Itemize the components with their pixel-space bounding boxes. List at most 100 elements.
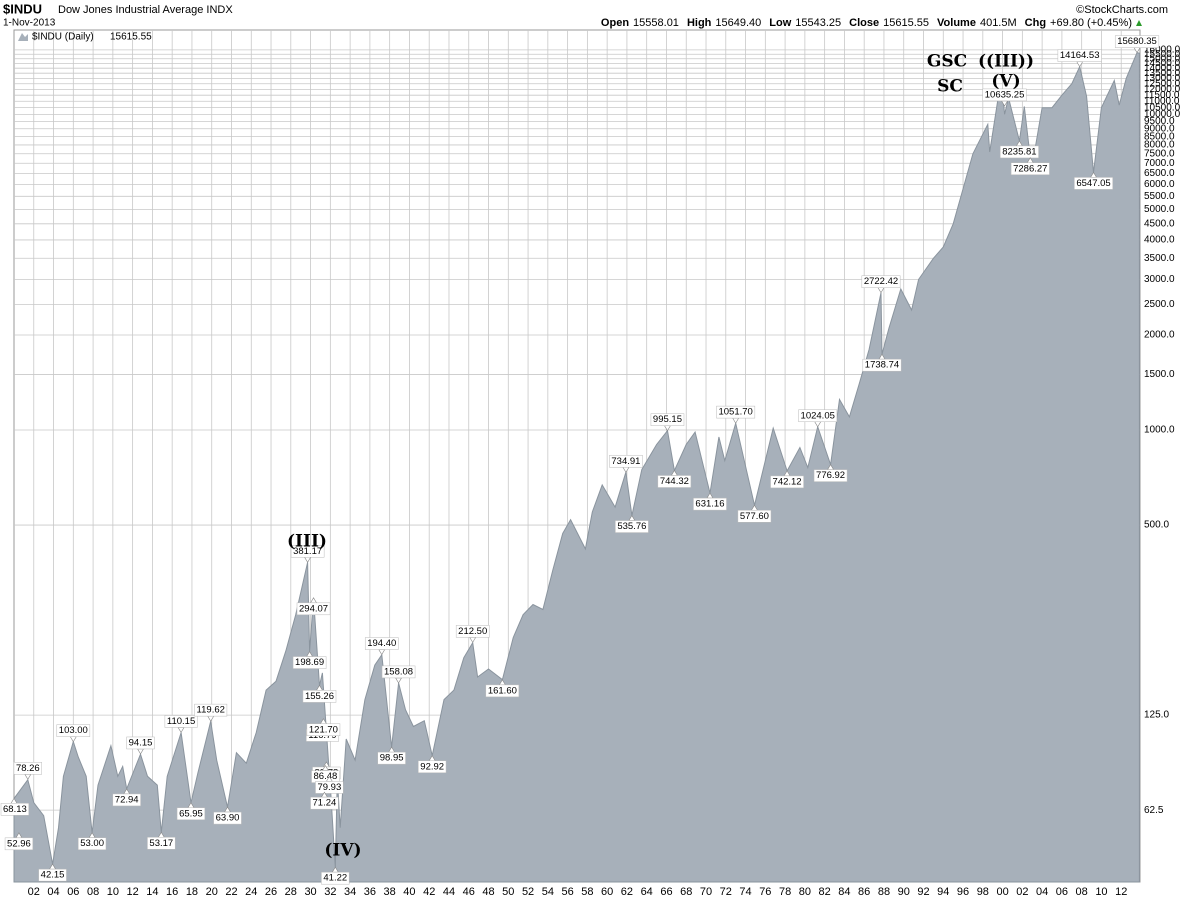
y-tick-label: 16000.0 [1144, 45, 1181, 56]
label-box [296, 602, 331, 616]
x-tick-label: 34 [344, 886, 356, 898]
label-box [56, 724, 91, 737]
label-box [194, 703, 228, 717]
x-tick-label: 78 [779, 886, 791, 898]
data-label: 79.93 [317, 782, 341, 793]
label-box [302, 690, 337, 703]
data-label: 65.95 [179, 808, 203, 819]
y-tick-label: 4500.0 [1144, 218, 1175, 229]
x-tick-label: 16 [166, 886, 178, 898]
data-label: 7286.27 [1013, 163, 1047, 174]
y-tick-label: 9000.0 [1144, 123, 1175, 134]
label-box [999, 145, 1039, 159]
x-tick-label: 72 [720, 886, 732, 898]
symbol: $INDU [3, 1, 42, 16]
data-label: 6547.05 [1076, 178, 1110, 189]
y-tick-label: 13500.0 [1144, 68, 1181, 79]
label-box [364, 637, 399, 650]
data-label: 63.90 [216, 813, 240, 824]
data-label: 53.17 [149, 838, 173, 849]
x-tick-label: 12 [1115, 886, 1127, 898]
x-tick-label: 14 [146, 886, 158, 898]
label-box [650, 413, 685, 426]
x-tick-label: 90 [898, 886, 910, 898]
data-label: 198.69 [295, 657, 324, 668]
quote-value: 15649.40 [715, 17, 761, 29]
label-box [77, 837, 107, 850]
x-tick-label: 36 [364, 886, 376, 898]
y-tick-label: 12500.0 [1144, 78, 1181, 89]
label-box [290, 544, 325, 558]
x-tick-label: 94 [937, 886, 949, 898]
x-tick-label: 20 [206, 886, 218, 898]
x-tick-label: 08 [87, 886, 99, 898]
x-tick-label: 26 [265, 886, 277, 898]
y-tick-label: 1000.0 [1144, 425, 1175, 436]
data-label: 744.32 [660, 476, 689, 487]
y-tick-label: 4000.0 [1144, 235, 1175, 246]
x-tick-label: 58 [581, 886, 593, 898]
label-box [1010, 162, 1050, 175]
x-tick-label: 24 [245, 886, 257, 898]
x-tick-label: 80 [799, 886, 811, 898]
data-label: 294.07 [299, 603, 328, 614]
data-label: 1738.74 [865, 360, 899, 371]
x-tick-label: 30 [304, 886, 316, 898]
data-label: 194.40 [367, 638, 396, 649]
y-tick-label: 15500.0 [1144, 49, 1181, 60]
label-box [377, 751, 406, 765]
x-tick-label: 64 [641, 886, 653, 898]
x-tick-label: 02 [1016, 886, 1028, 898]
data-label: 155.26 [305, 691, 334, 702]
data-label: 535.76 [617, 521, 646, 532]
x-tick-label: 66 [660, 886, 672, 898]
label-box [292, 656, 327, 669]
date: 1-Nov-2013 [3, 18, 56, 29]
y-tick-label: 14000.0 [1144, 63, 1181, 74]
y-tick-label: 14500.0 [1144, 58, 1181, 69]
legend-value: 15615.55 [110, 32, 152, 43]
x-tick-label: 50 [502, 886, 514, 898]
quote-label: Low [769, 17, 791, 29]
label-box [1114, 35, 1160, 48]
data-label: 8235.81 [1002, 146, 1036, 157]
label-box [798, 409, 838, 423]
y-tick-label: 11000.0 [1144, 96, 1180, 107]
x-tick-label: 76 [759, 886, 771, 898]
quote-value: +69.80 (+0.45%) [1050, 17, 1132, 29]
x-tick-label: 12 [127, 886, 139, 898]
y-tick-label: 13000.0 [1144, 73, 1181, 84]
legend: $INDU (Daily) 15615.55 [18, 32, 152, 43]
label-box [13, 762, 42, 775]
x-tick-label: 92 [917, 886, 929, 898]
label-box [609, 454, 643, 468]
x-tick-label: 54 [542, 886, 554, 898]
data-label: 734.91 [611, 456, 640, 467]
label-box [615, 520, 649, 533]
quote-value: 15558.01 [633, 17, 679, 29]
data-label: 53.00 [80, 838, 104, 849]
x-tick-label: 70 [700, 886, 712, 898]
label-box [1057, 49, 1102, 62]
x-tick-label: 84 [838, 886, 850, 898]
wave-label: (V) [991, 72, 1020, 92]
label-box [213, 811, 242, 825]
quote-label: Chg [1025, 17, 1046, 29]
label-box [147, 837, 176, 850]
y-tick-label: 8000.0 [1144, 140, 1175, 151]
x-tick-label: 18 [186, 886, 198, 898]
data-label: 2722.42 [864, 276, 898, 287]
x-tick-label: 40 [403, 886, 415, 898]
y-tick-label: 8500.0 [1144, 131, 1175, 142]
annotations: 68.13 78.26 52.96 42.15 103.00 53.00 72.94 94.1… [0, 35, 1160, 885]
label-box [321, 871, 350, 885]
data-label: 98.95 [380, 753, 404, 764]
x-tick-label: 60 [601, 886, 613, 898]
x-tick-label: 82 [819, 886, 831, 898]
x-tick-label: 56 [561, 886, 573, 898]
x-tick-label: 04 [1036, 886, 1048, 898]
x-tick-label: 96 [957, 886, 969, 898]
data-label: 995.15 [653, 414, 682, 425]
up-arrow [1136, 20, 1142, 26]
y-tick-label: 5000.0 [1144, 204, 1175, 215]
